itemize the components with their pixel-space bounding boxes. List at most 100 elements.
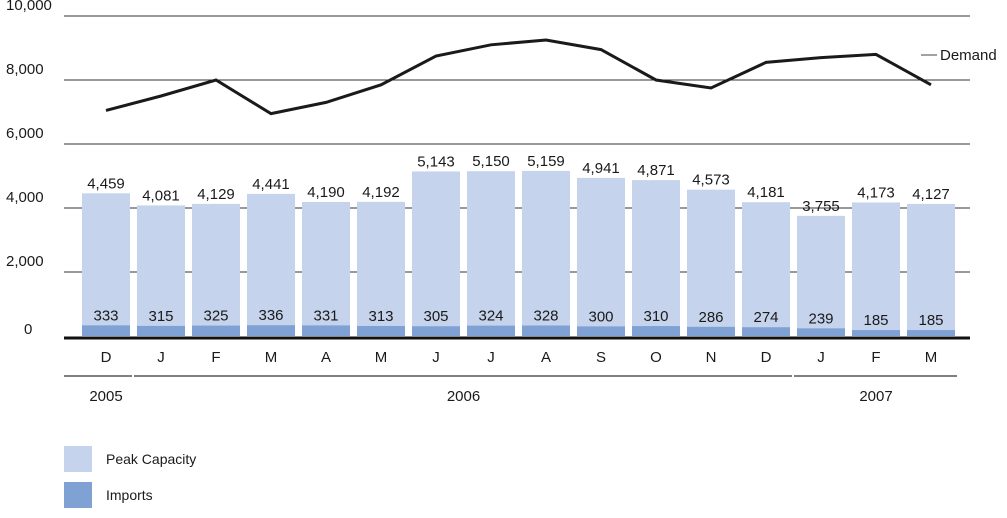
data-label-peak-capacity: 4,173	[857, 184, 895, 201]
bar-imports	[467, 325, 515, 336]
data-label-peak-capacity: 4,573	[692, 172, 730, 189]
chart-svg: 0 2,000 4,000 6,000 8,000 10,000 4,459 333 4,081…	[6, 0, 997, 405]
data-label-imports: 313	[368, 308, 393, 325]
bar-imports	[412, 326, 460, 336]
data-label-peak-capacity: 4,181	[747, 184, 785, 201]
data-label-peak-capacity: 4,127	[912, 186, 950, 203]
bar-peak-capacity	[192, 203, 240, 336]
data-label-peak-capacity: 4,441	[252, 176, 290, 193]
x-tick-label: F	[211, 349, 220, 366]
data-label-imports: 310	[643, 308, 668, 325]
x-tick-label: M	[265, 349, 278, 366]
data-label-imports: 336	[258, 307, 283, 324]
x-tick-label: J	[817, 349, 825, 366]
x-tick-label: O	[650, 349, 662, 366]
bar-imports	[302, 325, 350, 336]
bar-peak-capacity	[632, 180, 680, 336]
y-tick-label: 4,000	[6, 189, 44, 206]
bar-peak-capacity	[522, 170, 570, 336]
x-tick-label: A	[321, 349, 331, 366]
y-tick-label: 8,000	[6, 61, 44, 78]
legend-label-imports: Imports	[106, 487, 153, 503]
x-tick-label: J	[157, 349, 165, 366]
legend-swatch-imports	[64, 482, 92, 508]
data-label-peak-capacity: 4,871	[637, 162, 675, 179]
data-label-imports: 315	[148, 308, 173, 325]
bar-imports	[687, 326, 735, 336]
x-tick-label: A	[541, 349, 551, 366]
data-label-peak-capacity: 3,755	[802, 198, 840, 215]
bar-peak-capacity	[577, 177, 625, 336]
data-label-imports: 324	[478, 308, 503, 325]
y-tick-label: 0	[24, 321, 32, 338]
y-tick-label: 10,000	[6, 0, 52, 14]
series-label-demand: Demand	[940, 47, 997, 64]
y-tick-label: 6,000	[6, 125, 44, 142]
bar-imports	[137, 325, 185, 336]
bar-imports	[247, 325, 295, 336]
data-label-peak-capacity: 5,159	[527, 153, 565, 170]
bar-imports	[577, 326, 625, 336]
legend: Peak Capacity Imports	[64, 446, 196, 518]
data-label-imports: 331	[313, 307, 338, 324]
data-label-peak-capacity: 4,459	[87, 175, 125, 192]
bar-peak-capacity	[687, 189, 735, 336]
x-tick-label: F	[871, 349, 880, 366]
legend-item-peak-capacity: Peak Capacity	[64, 446, 196, 472]
bar-peak-capacity	[247, 193, 295, 336]
bar-peak-capacity	[137, 205, 185, 336]
data-label-peak-capacity: 5,150	[472, 153, 510, 170]
bar-peak-capacity	[797, 215, 845, 336]
data-label-imports: 185	[863, 312, 888, 329]
bar-peak-capacity	[412, 171, 460, 336]
data-label-imports: 300	[588, 308, 613, 325]
bar-peak-capacity	[357, 201, 405, 336]
data-label-imports: 286	[698, 309, 723, 326]
year-group-label: 2006	[447, 388, 480, 405]
legend-item-imports: Imports	[64, 482, 196, 508]
bar-peak-capacity	[82, 193, 130, 336]
data-label-peak-capacity: 4,941	[582, 160, 620, 177]
data-label-imports: 333	[93, 307, 118, 324]
bar-imports	[632, 326, 680, 336]
bar-imports	[357, 325, 405, 336]
data-label-imports: 328	[533, 308, 558, 325]
bar-peak-capacity	[302, 201, 350, 336]
x-tick-label: J	[432, 349, 440, 366]
year-group-label: 2007	[859, 388, 892, 405]
data-label-peak-capacity: 4,081	[142, 187, 180, 204]
x-tick-label: J	[487, 349, 495, 366]
data-label-imports: 239	[808, 310, 833, 327]
x-tick-label: D	[761, 349, 772, 366]
x-tick-label: N	[706, 349, 717, 366]
x-tick-label: D	[101, 349, 112, 366]
bar-imports	[522, 325, 570, 336]
data-label-peak-capacity: 5,143	[417, 153, 455, 170]
data-label-peak-capacity: 4,129	[197, 186, 235, 203]
x-tick-label: S	[596, 349, 606, 366]
legend-label-peak-capacity: Peak Capacity	[106, 451, 197, 467]
data-label-peak-capacity: 4,190	[307, 184, 345, 201]
data-label-imports: 274	[753, 309, 778, 326]
x-tick-label: M	[925, 349, 938, 366]
bar-imports	[742, 327, 790, 336]
x-tick-label: M	[375, 349, 388, 366]
bar-imports	[82, 325, 130, 336]
series-line-demand	[105, 38, 932, 116]
bar-imports	[907, 330, 955, 336]
data-label-peak-capacity: 4,192	[362, 184, 400, 201]
bar-imports	[797, 328, 845, 336]
bar-peak-capacity	[742, 202, 790, 336]
year-group-label: 2005	[89, 388, 122, 405]
bar-peak-capacity	[467, 171, 515, 336]
data-label-imports: 325	[203, 308, 228, 325]
legend-swatch-peak-capacity	[64, 446, 92, 472]
data-label-imports: 185	[918, 312, 943, 329]
y-tick-label: 2,000	[6, 253, 44, 270]
bar-peak-capacity	[852, 202, 900, 336]
bar-peak-capacity	[907, 203, 955, 336]
bar-imports	[852, 330, 900, 336]
data-label-imports: 305	[423, 308, 448, 325]
chart: 0 2,000 4,000 6,000 8,000 10,000 4,459 333 4,081…	[6, 0, 997, 508]
bar-imports	[192, 325, 240, 336]
